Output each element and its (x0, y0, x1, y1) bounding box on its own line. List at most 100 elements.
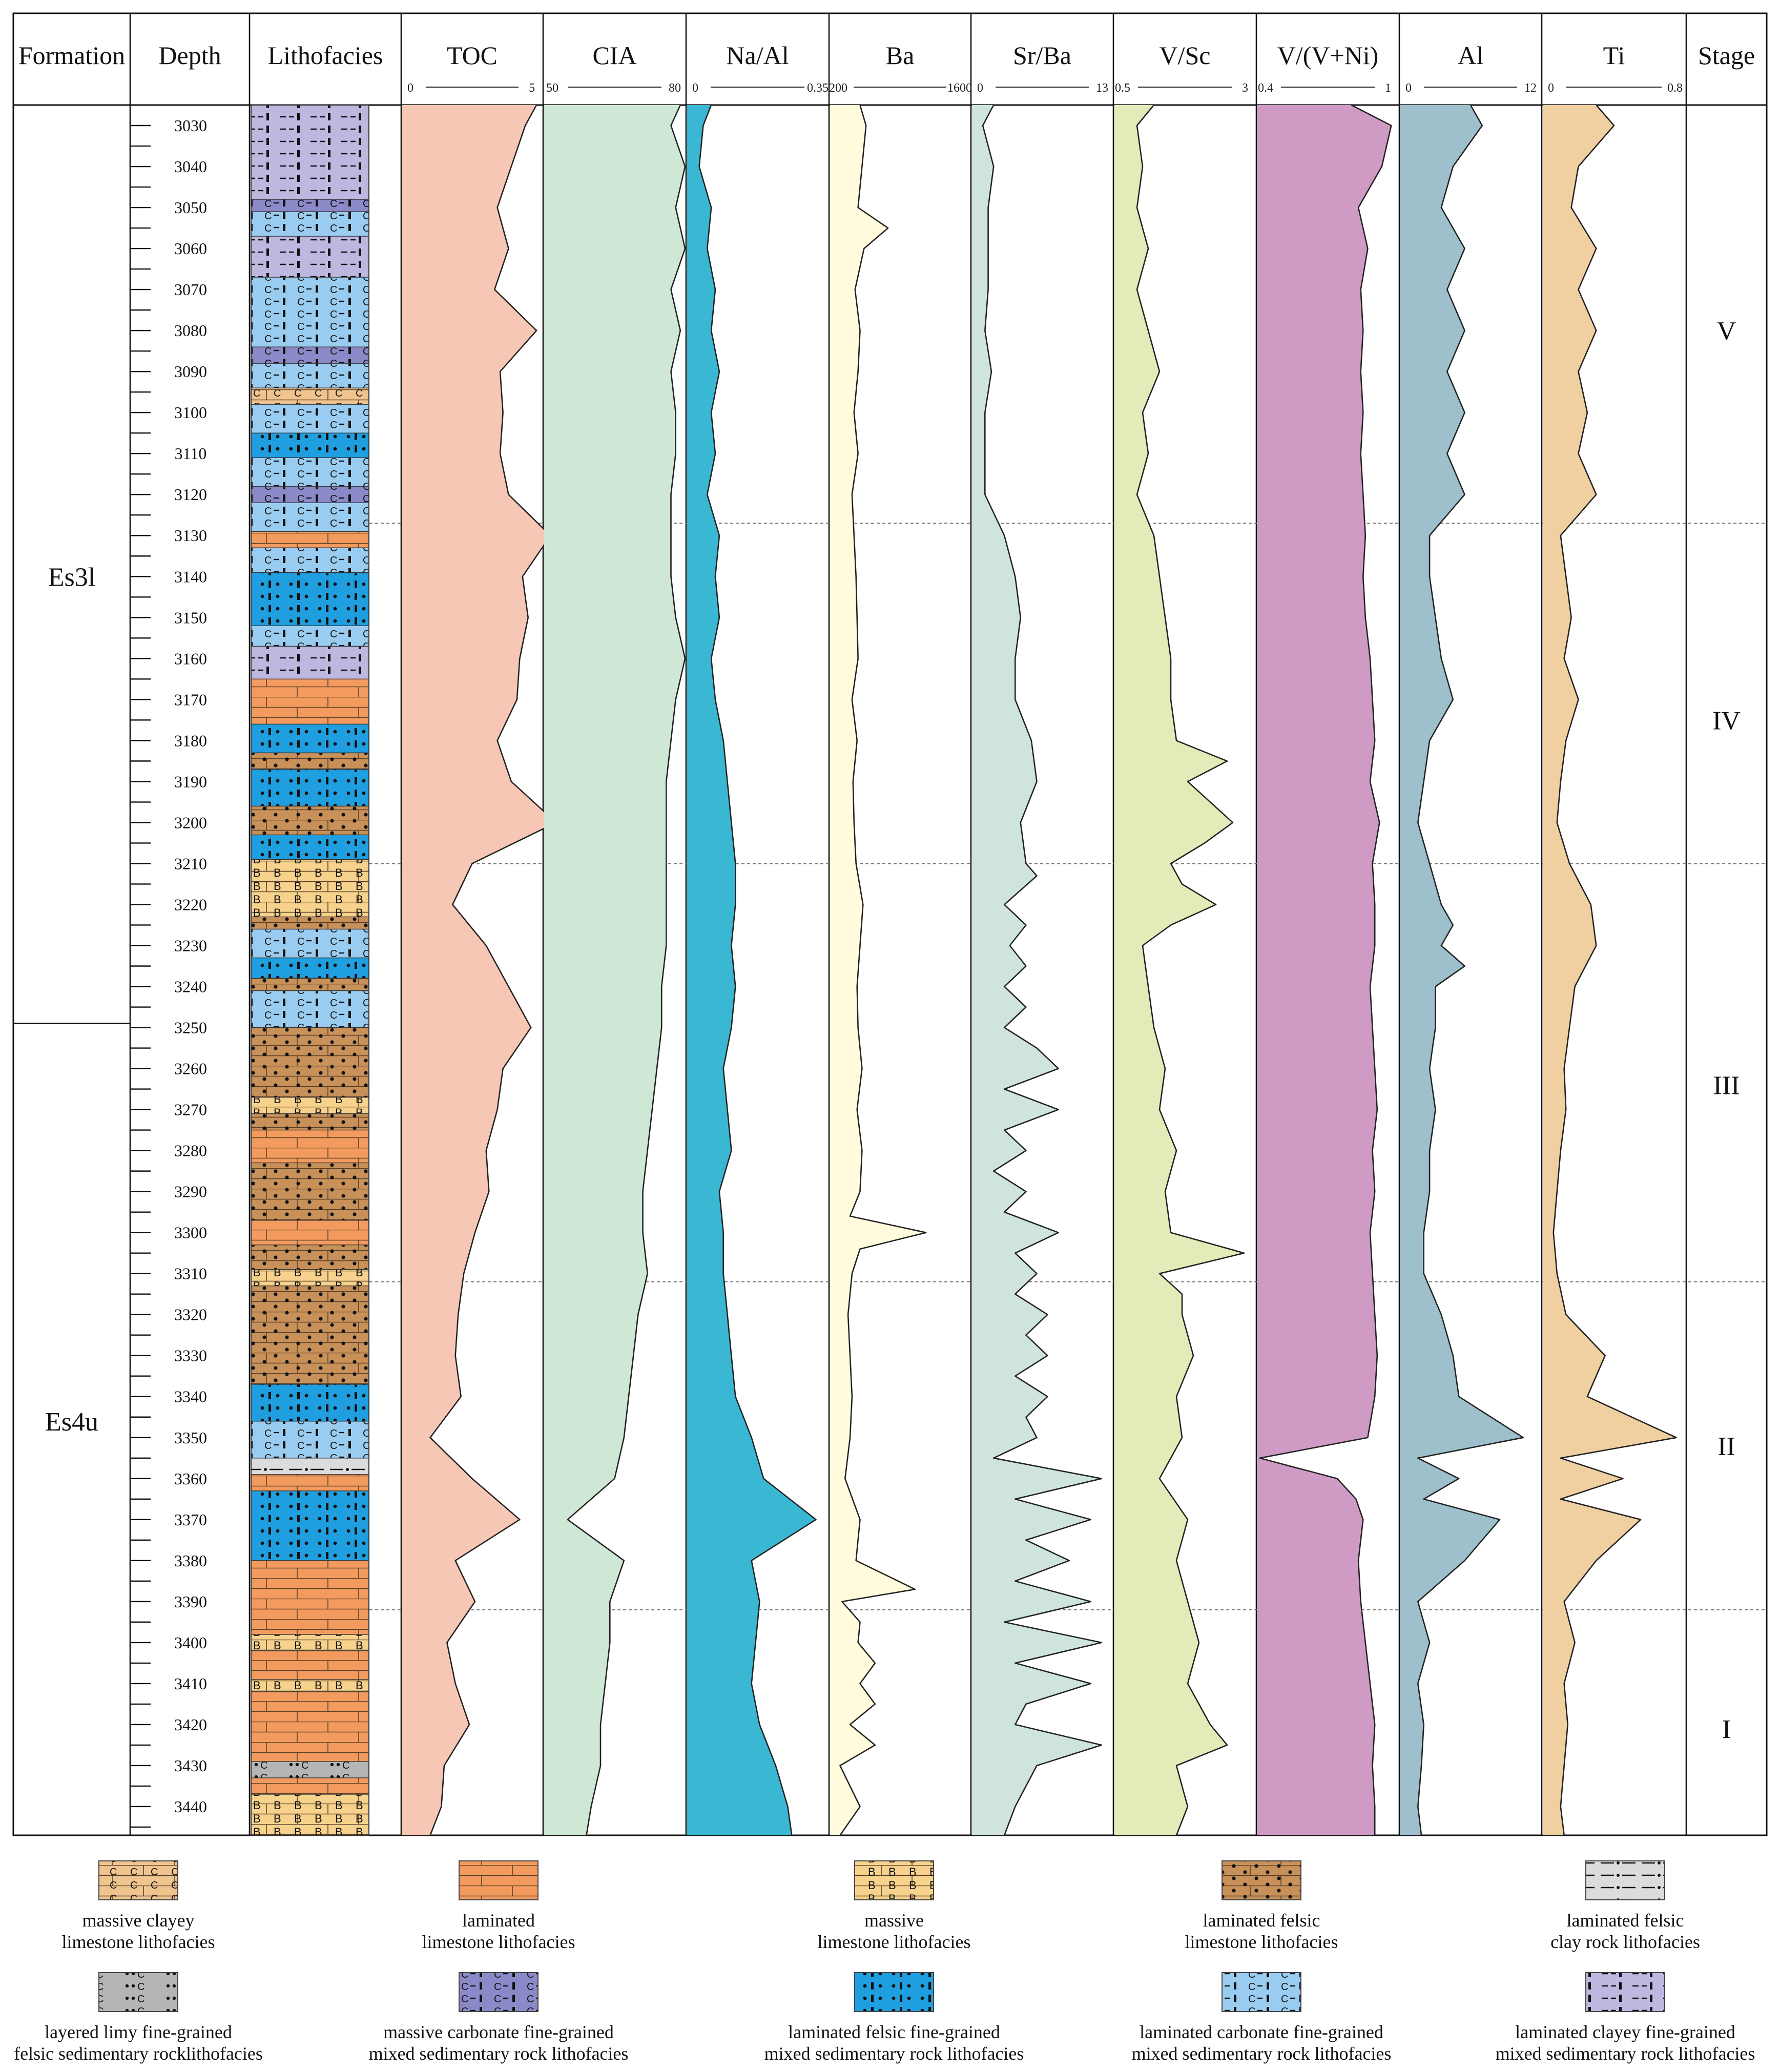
legend-swatch-pattern (855, 1973, 934, 2012)
lith-bed-pattern (251, 724, 369, 753)
scale-min-al: 0 (1405, 81, 1412, 95)
scale-max-cia: 80 (669, 81, 681, 95)
depth-label: 3200 (174, 813, 207, 832)
legend-label-line: mixed sedimentary rock lithofacies (369, 2043, 629, 2064)
lith-bed-pattern (251, 1560, 369, 1634)
curve-line-cia (567, 105, 686, 1836)
curve-line-na-al (698, 105, 817, 1836)
legend-label-line: massive carbonate fine-grained (383, 2022, 614, 2042)
depth-label: 3060 (174, 239, 207, 258)
lith-bed-laminatedlime (251, 1219, 369, 1245)
legend-label: massive limestone lithofacies (818, 1910, 971, 1952)
lith-bed-felsiclime (251, 752, 369, 770)
header-depth: Depth (158, 41, 221, 70)
lith-bed-pattern (251, 859, 369, 917)
depth-label: 3400 (174, 1633, 207, 1652)
lith-bed-pattern (251, 531, 369, 548)
legend-label: laminated clayey fine-grained mixed sedim… (1496, 2022, 1755, 2064)
lith-bed-laminatedlime (251, 1560, 369, 1634)
labels: 3030 3040 3050 3060 3070 3080 3090 3100 3110 3120… (45, 116, 1741, 1828)
lith-bed-massivelime (251, 859, 369, 917)
depth-label: 3360 (174, 1469, 207, 1488)
legend-swatch-pattern (459, 1861, 538, 1900)
legend-swatch-pattern (855, 1861, 934, 1900)
scale-min-ba: 200 (829, 81, 847, 95)
depth-label: 3220 (174, 895, 207, 914)
legend-swatch-border (1585, 1860, 1665, 1900)
lith-bed-pattern (251, 626, 369, 647)
header-v-v-ni: V/(V+Ni) (1277, 41, 1379, 70)
curve-line-al (1417, 105, 1524, 1836)
lith-bed-felsicclay (251, 1458, 369, 1475)
depth-label: 3410 (174, 1674, 207, 1693)
legend-label-line: laminated felsic (1203, 1910, 1320, 1931)
lith-bed-pattern (251, 1650, 369, 1680)
depth-label: 3420 (174, 1715, 207, 1734)
lith-bed-pattern (251, 105, 369, 200)
legend-item-limyfelsic: layered limy fine-grained felsic sediment… (14, 1972, 263, 2064)
lith-bed-felsiclime (251, 805, 369, 835)
lith-bed-pattern (251, 503, 369, 532)
lith-bed-carblam (251, 404, 369, 433)
legend-swatch-pattern (1586, 1861, 1665, 1900)
lith-bed-pattern (251, 1490, 369, 1561)
lith-bed-felsiclime (251, 1027, 369, 1097)
depth-label: 3190 (174, 772, 207, 791)
lith-bed-pattern (251, 1027, 369, 1097)
lith-bed-laminatedlime (251, 1691, 369, 1762)
lith-bed-massivelime (251, 1634, 369, 1651)
header-na-al: Na/Al (726, 41, 789, 70)
legend-label: massive clayey limestone lithofacies (62, 1910, 215, 1952)
legend-swatch-pattern (99, 1861, 178, 1900)
lith-bed-pattern (251, 347, 369, 364)
lith-bed-pattern (251, 1679, 369, 1692)
legend-label-line: mixed sedimentary rock lithofacies (1132, 2043, 1392, 2064)
lith-bed-carbmassive (251, 199, 369, 212)
curve-line-sr-ba (982, 105, 1103, 1836)
legend-label-line: limestone lithofacies (422, 1932, 575, 1952)
lith-bed-laminatedlime (251, 1129, 369, 1163)
header-lithofacies: Lithofacies (268, 41, 383, 70)
curve-fill-ba (830, 105, 926, 1835)
legend-swatch-pattern (1586, 1973, 1665, 2012)
outer-border (12, 12, 1768, 1836)
lith-bed-pattern (251, 486, 369, 503)
legend-label: massive carbonate fine-grained mixed sedi… (369, 2022, 629, 2064)
depth-label: 3440 (174, 1797, 207, 1816)
lith-bed-clayey (251, 236, 369, 278)
depth-label: 3130 (174, 526, 207, 545)
legend-swatch-border (98, 1860, 178, 1900)
legend-label-line: layered limy fine-grained (45, 2022, 232, 2042)
lith-bed-pattern (251, 1777, 369, 1794)
header-ba: Ba (886, 41, 915, 70)
lith-bed-pattern (251, 548, 369, 573)
lith-bed-clayey (251, 646, 369, 679)
lith-bed-massivelime (251, 1794, 369, 1835)
scale-min-na-al: 0 (692, 81, 698, 95)
legend-label-line: felsic sedimentary rocklithofacies (14, 2043, 263, 2064)
legend-label: laminated felsic limestone lithofacies (1185, 1910, 1338, 1952)
column-headers: Formation Depth Lithofacies Stage TOC 0 5 CIA 50… (18, 41, 1755, 95)
legend-label-line: mixed sedimentary rock lithofacies (1496, 2043, 1755, 2064)
lith-bed-laminatedlime (251, 678, 369, 724)
lith-bed-pattern (251, 1163, 369, 1220)
lith-bed-felsiclime (251, 978, 369, 991)
depth-label: 3340 (174, 1387, 207, 1406)
lith-bed-pattern (251, 1097, 369, 1114)
scale-max-ba: 1600 (947, 81, 972, 95)
stage-label-iv: IV (1712, 706, 1741, 735)
header-stage: Stage (1698, 41, 1755, 70)
scale-max-ti: 0.8 (1667, 81, 1683, 95)
legend-item-laminatedlime: laminated limestone lithofacies (422, 1860, 575, 1952)
lith-bed-carblam (251, 990, 369, 1028)
legend-swatch-pattern (99, 1973, 178, 2012)
legend-swatch-pattern (459, 1973, 538, 2012)
legend-label-line: laminated clayey fine-grained (1515, 2022, 1735, 2042)
legend: massive clayey limestone lithofacies lamin… (14, 1860, 1755, 2064)
curve-fill-al (1400, 105, 1523, 1835)
legend-swatch-border (1222, 1860, 1301, 1900)
scale-max-v-v-ni: 1 (1385, 81, 1391, 95)
lith-bed-pattern (251, 1421, 369, 1458)
depth-label: 3330 (174, 1346, 207, 1365)
depth-label: 3030 (174, 116, 207, 135)
